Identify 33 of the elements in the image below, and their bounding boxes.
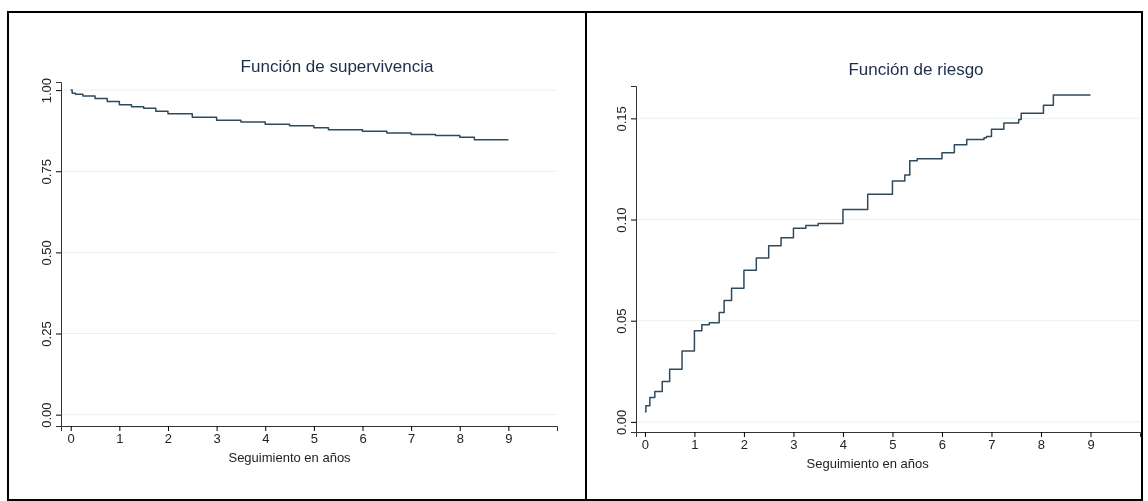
y-tick-label: 0.10 [614,207,629,233]
x-tick-label: 4 [839,437,848,453]
x-tick-label: 8 [1037,437,1046,453]
x-tick-label: 5 [889,437,897,453]
x-tick-label: 6 [359,431,367,447]
y-tick-label: 0.50 [39,240,54,266]
x-axis-title: Seguimiento en años [228,450,352,465]
chart-title: Función de riesgo [848,60,984,79]
x-tick-label: 2 [740,437,749,453]
x-tick-label: 3 [213,431,221,447]
x-tick-label: 7 [408,431,416,447]
x-tick-label: 3 [790,437,798,453]
x-tick-label: 2 [164,431,173,447]
x-axis-title: Seguimiento en años [806,456,930,471]
x-tick-label: 9 [505,431,513,447]
y-tick-label: 0.25 [39,321,54,347]
chart-title: Función de supervivencia [240,57,434,76]
y-tick-label: 0.00 [614,409,629,436]
x-tick-label: 0 [641,437,650,453]
x-tick-label: 9 [1087,437,1095,453]
x-tick-label: 4 [262,431,270,447]
x-tick-label: 1 [691,437,699,453]
y-tick-label: 0.05 [614,308,629,334]
x-tick-label: 0 [67,431,75,447]
y-tick-label: 0.15 [614,106,629,132]
y-tick-label: 0.75 [39,159,54,185]
x-tick-label: 6 [938,437,947,453]
x-tick-label: 7 [988,437,996,453]
x-tick-label: 1 [116,431,124,447]
y-tick-label: 0.00 [39,402,54,428]
x-tick-label: 8 [456,431,464,447]
x-tick-label: 5 [310,431,318,447]
y-tick-label: 1.00 [39,77,54,104]
